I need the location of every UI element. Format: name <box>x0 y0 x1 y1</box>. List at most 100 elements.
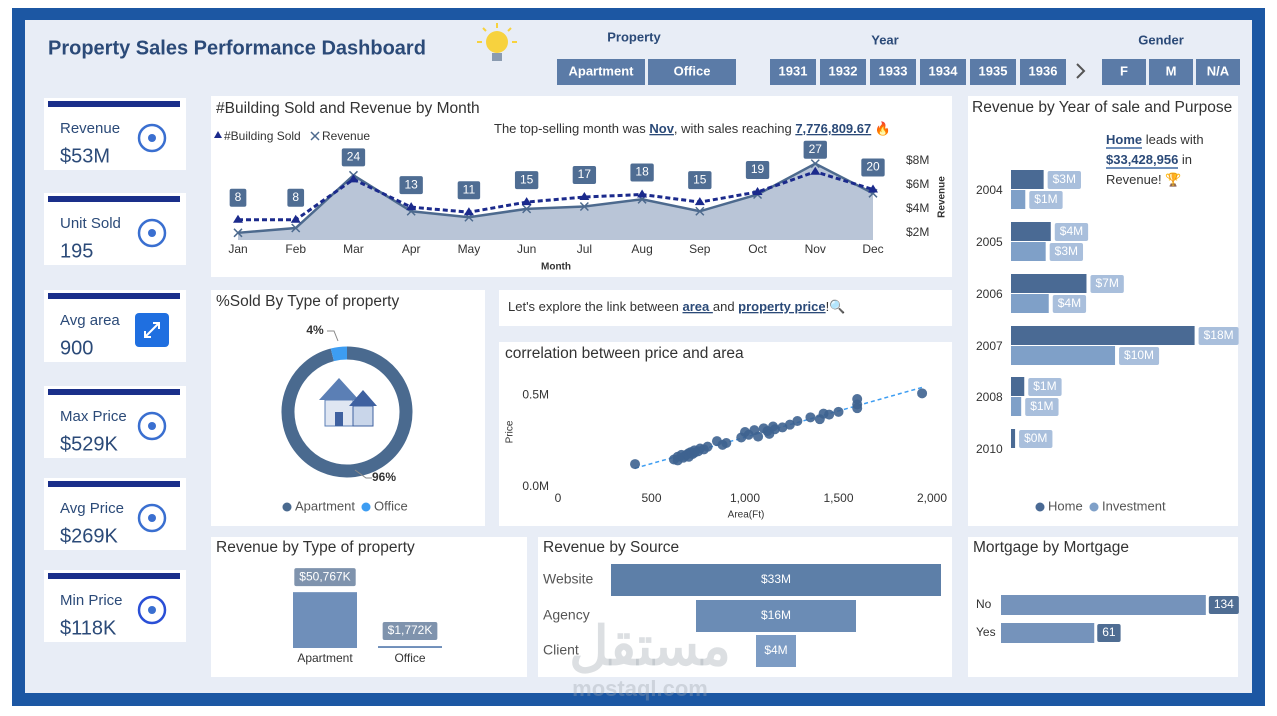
donut-slice <box>330 346 348 362</box>
bar-label: $1M <box>1030 399 1053 413</box>
slicer-option[interactable]: 1936 <box>1029 63 1058 78</box>
sold-marker <box>868 184 878 193</box>
slicer-button[interactable] <box>1196 59 1240 85</box>
kpi-card <box>44 98 186 170</box>
bar-label-bg <box>1047 171 1081 189</box>
icon-shape <box>137 503 167 533</box>
bar-label: $18M <box>1204 328 1234 342</box>
house-icon <box>319 378 377 427</box>
bar <box>293 592 357 648</box>
icon-shape <box>137 218 167 248</box>
slicer-option[interactable]: 1934 <box>929 63 959 78</box>
icon-dot <box>148 229 156 237</box>
slicer-button[interactable] <box>870 59 916 85</box>
bulb-ray <box>507 27 512 32</box>
kpi-card <box>44 478 186 550</box>
x-tick-label: Sep <box>689 242 711 256</box>
sold-marker <box>752 186 763 195</box>
chart-title: %Sold By Type of property <box>216 293 399 310</box>
chart-title: Mortgage by Mortgage <box>973 539 1129 556</box>
prompt-part: Let's explore the link between <box>508 299 682 314</box>
sold-label-bg <box>457 181 481 200</box>
slicer-button[interactable] <box>820 59 866 85</box>
bar-label-bg <box>1025 398 1059 416</box>
bar-label: 61 <box>1102 625 1116 639</box>
slicer-title: Gender <box>1138 32 1184 47</box>
point <box>784 419 795 430</box>
slicer-option[interactable]: N/A <box>1207 63 1230 78</box>
x-tick-label: Apartment <box>297 651 353 665</box>
legend-label: Home <box>1048 498 1083 513</box>
revenue-line <box>237 162 874 235</box>
kpi-label: Avg Price <box>60 500 124 517</box>
prompt-part: !🔍 <box>826 298 846 314</box>
leader <box>327 330 339 342</box>
bar <box>1011 242 1046 261</box>
sold-marker <box>579 192 590 201</box>
x-tick-label: Jun <box>517 242 536 256</box>
bar-label: 134 <box>1214 597 1234 611</box>
sold-label: 8 <box>235 190 242 204</box>
revenue-marker <box>291 223 301 233</box>
year-title-box: Revenue by Year of sale and Purpose <box>972 99 1232 116</box>
slicer-option[interactable]: 1935 <box>979 63 1008 78</box>
bar-label-bg <box>1198 327 1239 345</box>
annotation-part: Nov <box>649 121 674 136</box>
annotation-part: 🔥 <box>871 121 891 136</box>
x-tick-label: Oct <box>748 242 767 256</box>
slicer-button[interactable] <box>1020 59 1066 85</box>
annotation-part: Revenue! 🏆 <box>1106 172 1182 187</box>
x-tick-label: 1,000 <box>730 491 760 505</box>
bar <box>1011 222 1051 241</box>
bar <box>1011 170 1044 189</box>
sold-label-bg <box>399 176 423 195</box>
annotation-part: leads with <box>1142 132 1204 147</box>
slicer-option[interactable]: Office <box>674 63 711 78</box>
kpi-value: $53M <box>60 145 110 167</box>
dashboard-title: Property Sales Performance Dashboard <box>48 37 426 59</box>
sold-label-bg <box>803 140 827 159</box>
slicer-option[interactable]: F <box>1120 63 1128 78</box>
sold-label: 27 <box>809 142 823 156</box>
slicer-button[interactable] <box>970 59 1016 85</box>
point <box>769 424 780 435</box>
x-tick-label: May <box>458 242 481 256</box>
slicer-button[interactable] <box>920 59 966 85</box>
slicer-button[interactable] <box>648 59 736 85</box>
legend-label: Office <box>374 498 408 513</box>
annotation-part: 7,776,809.67 <box>795 121 871 136</box>
slicer-button[interactable] <box>557 59 645 85</box>
slicer-button[interactable] <box>1102 59 1146 85</box>
bar <box>1011 294 1049 313</box>
slicer-option[interactable]: 1932 <box>829 63 858 78</box>
slicer-option[interactable]: Apartment <box>568 63 634 78</box>
annotation-part: Home <box>1106 132 1143 149</box>
kpi-card <box>44 570 186 642</box>
slicer-button[interactable] <box>1149 59 1193 85</box>
x-tick-label: Nov <box>805 242 826 256</box>
slicer-option[interactable]: 1933 <box>879 63 908 78</box>
bar <box>1001 595 1206 615</box>
slicer-next[interactable] <box>1076 63 1086 79</box>
bar-label: $0M <box>1024 431 1047 445</box>
slicer-option[interactable]: M <box>1166 63 1177 78</box>
kpi-value: $269K <box>60 525 118 547</box>
y-tick-label: Agency <box>543 607 590 623</box>
y-tick-label: Yes <box>976 625 996 639</box>
slice-label: 96% <box>372 470 396 484</box>
kpi-value: $118K <box>60 617 117 639</box>
y-tick-label: 2004 <box>976 183 1003 197</box>
x-tick-label: Jul <box>577 242 592 256</box>
kpi-card <box>44 386 186 458</box>
slicer-option[interactable]: 1931 <box>779 63 808 78</box>
bar-label: $1M <box>1034 192 1057 206</box>
slicer-button[interactable] <box>770 59 816 85</box>
x-tick-label: 2,000 <box>917 491 947 505</box>
kpi-icon <box>137 123 167 153</box>
sold-label-bg <box>229 188 247 207</box>
bar-label: $4M <box>764 643 787 657</box>
point <box>833 406 844 417</box>
y-tick-label: 2008 <box>976 390 1003 404</box>
bar-label: $33M <box>761 572 791 586</box>
bar-label-bg <box>1029 191 1063 209</box>
